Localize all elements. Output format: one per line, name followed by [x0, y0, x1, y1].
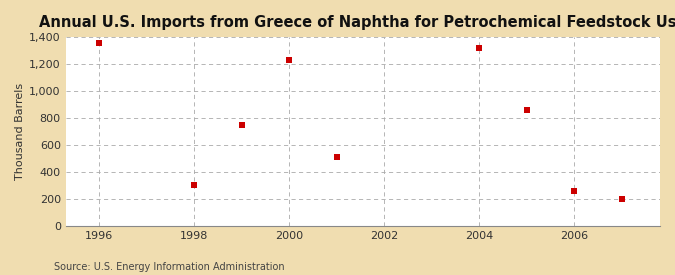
Point: [188, 183, 199, 188]
Text: Source: U.S. Energy Information Administration: Source: U.S. Energy Information Administ…: [54, 262, 285, 272]
Point: [94, 41, 105, 46]
Point: [474, 45, 485, 50]
Point: [616, 197, 627, 201]
Point: [331, 155, 342, 159]
Point: [569, 189, 580, 194]
Point: [284, 57, 294, 62]
Y-axis label: Thousand Barrels: Thousand Barrels: [15, 83, 25, 180]
Point: [522, 108, 533, 112]
Point: [236, 122, 247, 127]
Title: Annual U.S. Imports from Greece of Naphtha for Petrochemical Feedstock Use: Annual U.S. Imports from Greece of Napht…: [39, 15, 675, 30]
